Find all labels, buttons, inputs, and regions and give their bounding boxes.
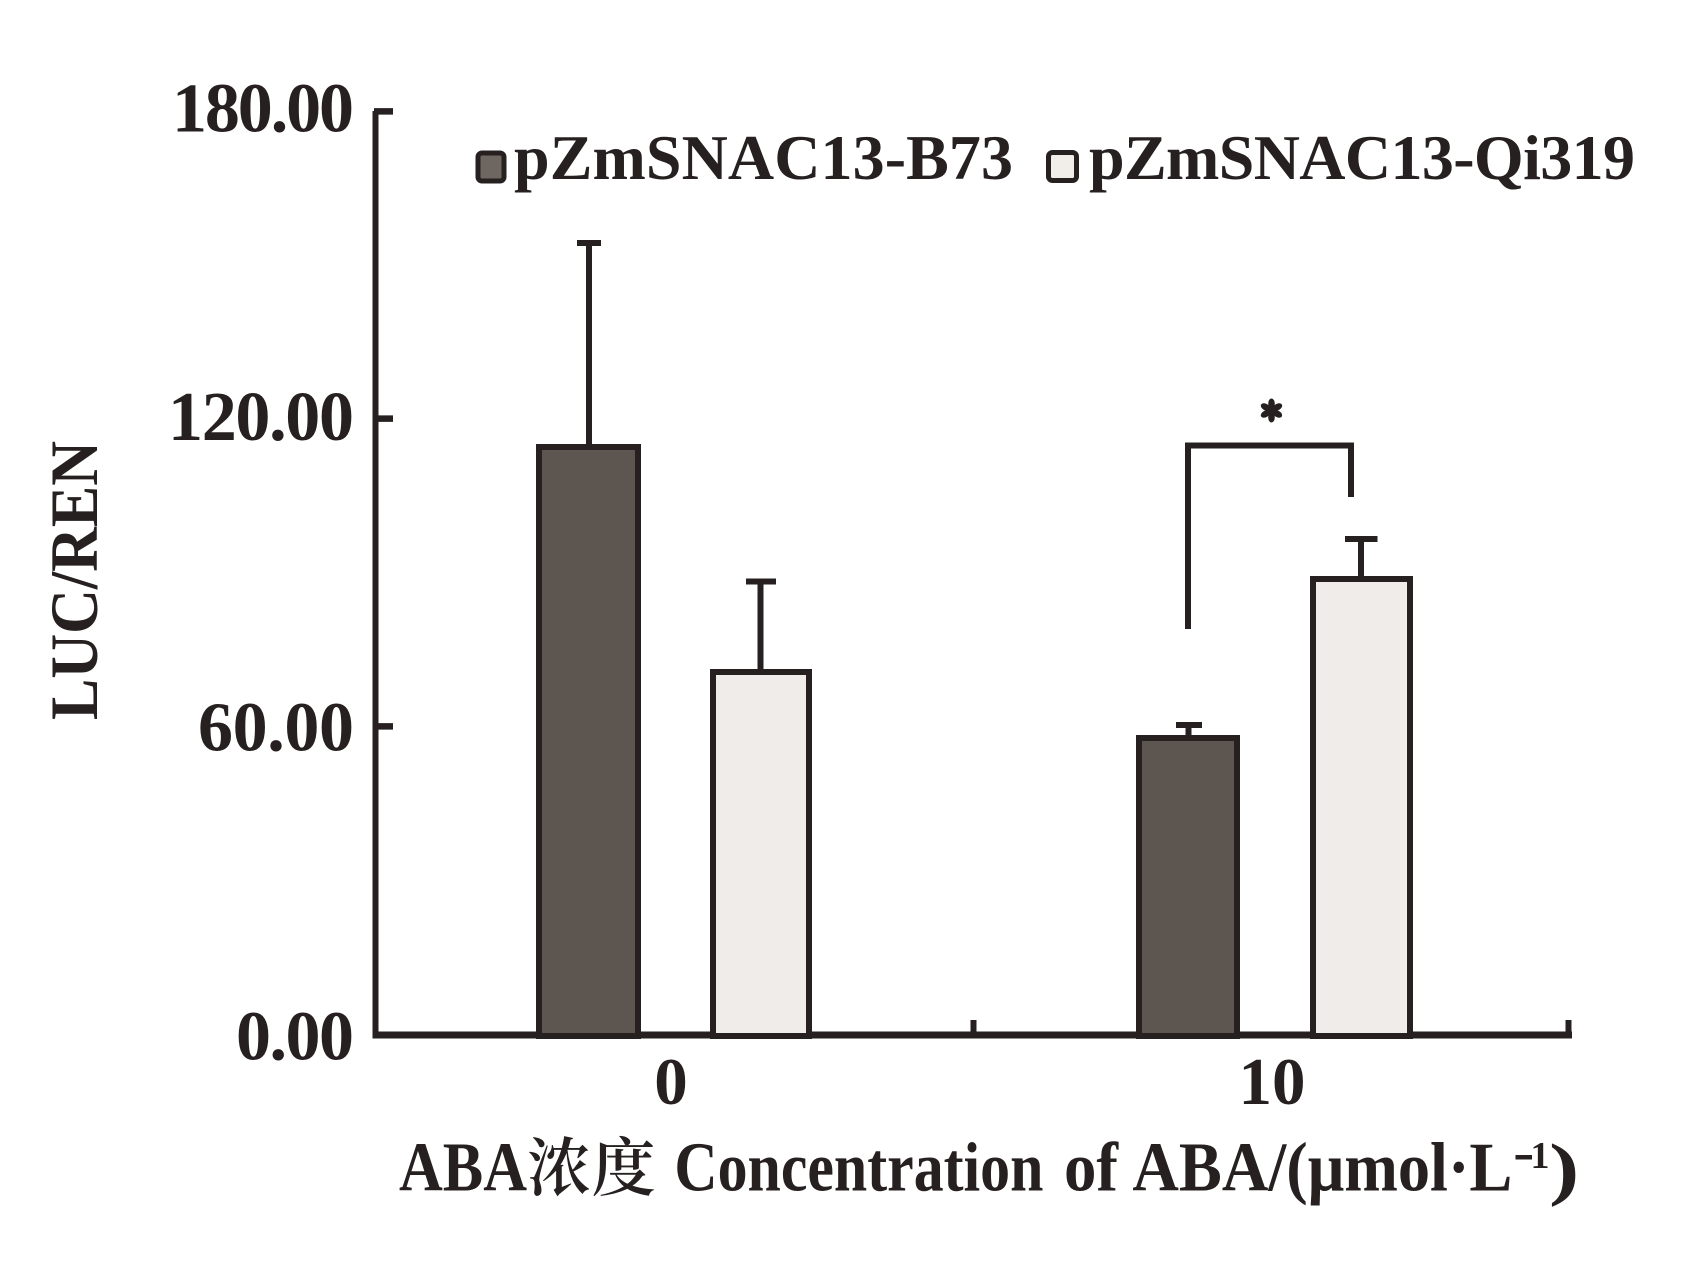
svg-text:60.00: 60.00: [198, 690, 354, 767]
svg-text:0: 0: [654, 1045, 688, 1119]
svg-text:LUC/REN: LUC/REN: [36, 441, 112, 720]
svg-text:pZmSNAC13-Qi319: pZmSNAC13-Qi319: [1089, 122, 1635, 193]
svg-text:0.00: 0.00: [236, 999, 354, 1076]
svg-text:): ): [1549, 1130, 1579, 1208]
svg-text:ABA/(μmol·L: ABA/(μmol·L: [1132, 1130, 1512, 1207]
svg-text:180.00: 180.00: [172, 71, 354, 148]
svg-text:of: of: [1064, 1130, 1119, 1207]
svg-text:120.00: 120.00: [168, 379, 354, 456]
svg-text:Concentration: Concentration: [674, 1130, 1043, 1207]
svg-text:10: 10: [1239, 1045, 1306, 1119]
svg-text:pZmSNAC13-B73: pZmSNAC13-B73: [514, 122, 1013, 193]
svg-text:ABA: ABA: [399, 1130, 527, 1207]
svg-text:1: 1: [1531, 1135, 1550, 1177]
